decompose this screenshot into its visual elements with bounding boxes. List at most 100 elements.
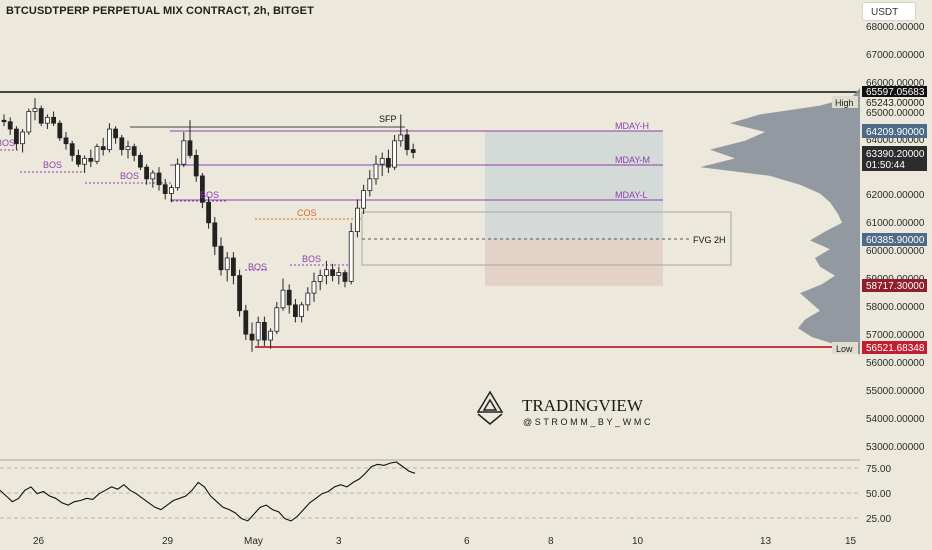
candle — [299, 304, 305, 317]
candle — [255, 322, 261, 341]
candle — [342, 272, 348, 282]
tradingview-watermark: TRADINGVIEW @STROMM_BY_WMC — [476, 390, 653, 427]
x-tick: May — [244, 536, 263, 547]
candle-countdown: 01:50:44 — [866, 160, 905, 171]
y-tick: 65000.00000 — [866, 108, 925, 119]
candle — [156, 172, 162, 186]
candle — [63, 137, 69, 145]
time-axis[interactable]: 26 29 May 3 6 8 10 13 15 — [33, 536, 857, 547]
price-tag-last: 63390.20000 — [866, 149, 925, 160]
mday-m-label: MDAY-M — [615, 155, 650, 165]
projection-upper-box — [485, 131, 663, 239]
price-tag-2-box — [862, 97, 927, 108]
candle — [76, 155, 81, 165]
projection-lower-box — [485, 239, 663, 286]
price-tag-mday-h: 64209.90000 — [866, 127, 925, 138]
candle — [367, 178, 373, 191]
y-tick: 55000.00000 — [866, 386, 925, 397]
candle — [392, 140, 398, 168]
candle — [45, 116, 50, 124]
bos-label-2: BOS — [43, 160, 62, 170]
y-tick: 53000.00000 — [866, 442, 925, 453]
candle — [119, 137, 125, 150]
candle — [187, 140, 193, 156]
candle — [410, 149, 416, 153]
candle — [125, 146, 131, 150]
candle — [107, 128, 112, 150]
candle — [311, 281, 317, 294]
candle — [137, 155, 143, 168]
candle — [13, 128, 19, 145]
watermark-brand: TRADINGVIEW — [522, 396, 644, 415]
candle — [69, 143, 75, 156]
price-tag-fvg-box — [862, 233, 927, 246]
candle — [224, 257, 230, 271]
y-tick: 60000.00000 — [866, 246, 925, 257]
currency-selector[interactable]: USDT — [862, 2, 916, 21]
candle — [144, 166, 150, 180]
x-tick: 6 — [464, 536, 470, 547]
mday-l-label: MDAY-L — [615, 190, 648, 200]
candle — [317, 275, 323, 282]
volume-profile — [700, 88, 860, 355]
osc-tick: 25.00 — [866, 514, 891, 525]
x-tick: 26 — [33, 536, 45, 547]
candle — [373, 163, 379, 180]
y-tick: 61000.00000 — [866, 218, 925, 229]
candle — [398, 134, 404, 142]
candle — [261, 322, 267, 341]
candle — [175, 163, 181, 189]
candle — [212, 222, 218, 247]
osc-tick: 75.00 — [866, 464, 891, 475]
y-tick: 56000.00000 — [866, 358, 925, 369]
candle — [292, 304, 298, 317]
candle — [100, 146, 106, 150]
price-tag-high: 65597.05683 — [866, 87, 925, 98]
watermark-logo-base-icon — [477, 413, 503, 425]
y-tick: 57000.00000 — [866, 330, 925, 341]
osc-tick: 50.00 — [866, 489, 891, 500]
candle — [206, 201, 212, 224]
x-tick: 29 — [162, 536, 174, 547]
chart-title: BTCUSDTPERP PERPETUAL MIX CONTRACT, 2h, … — [6, 5, 314, 17]
x-tick: 15 — [845, 536, 857, 547]
candle — [82, 157, 87, 165]
candle — [32, 108, 38, 112]
price-tag-fvg: 60385.90000 — [866, 235, 925, 246]
y-tick: 68000.00000 — [866, 22, 925, 33]
candlestick-series — [1, 98, 416, 352]
candle — [336, 272, 342, 276]
bos-label-1: BOS — [0, 138, 15, 148]
candle — [199, 175, 205, 203]
high-label: High — [835, 98, 854, 108]
y-tick: 62000.00000 — [866, 190, 925, 201]
candle — [150, 172, 156, 180]
candle — [286, 289, 292, 306]
candle — [193, 155, 199, 177]
candle — [26, 111, 32, 133]
candle — [38, 108, 44, 124]
candle — [7, 121, 13, 130]
candle — [113, 128, 118, 139]
candle — [361, 190, 367, 209]
candle — [379, 157, 385, 165]
price-tag-last-box — [862, 146, 927, 171]
y-tick: 54000.00000 — [866, 414, 925, 425]
candle — [280, 289, 286, 309]
oscillator-axis: 75.00 50.00 25.00 — [866, 464, 891, 525]
candle — [20, 131, 26, 145]
oscillator-line — [0, 461, 416, 522]
candle — [348, 231, 354, 282]
candle — [268, 330, 274, 341]
candle — [330, 269, 336, 276]
candle — [162, 184, 168, 194]
x-tick: 8 — [548, 536, 554, 547]
watermark-handle: @STROMM_BY_WMC — [523, 417, 653, 427]
candle — [274, 307, 280, 332]
price-tag-low-range: 58717.30000 — [866, 281, 925, 292]
cos-label: COS — [297, 208, 317, 218]
candle — [218, 245, 224, 271]
candle — [57, 122, 63, 139]
bos-label-5: BOS — [248, 262, 267, 272]
